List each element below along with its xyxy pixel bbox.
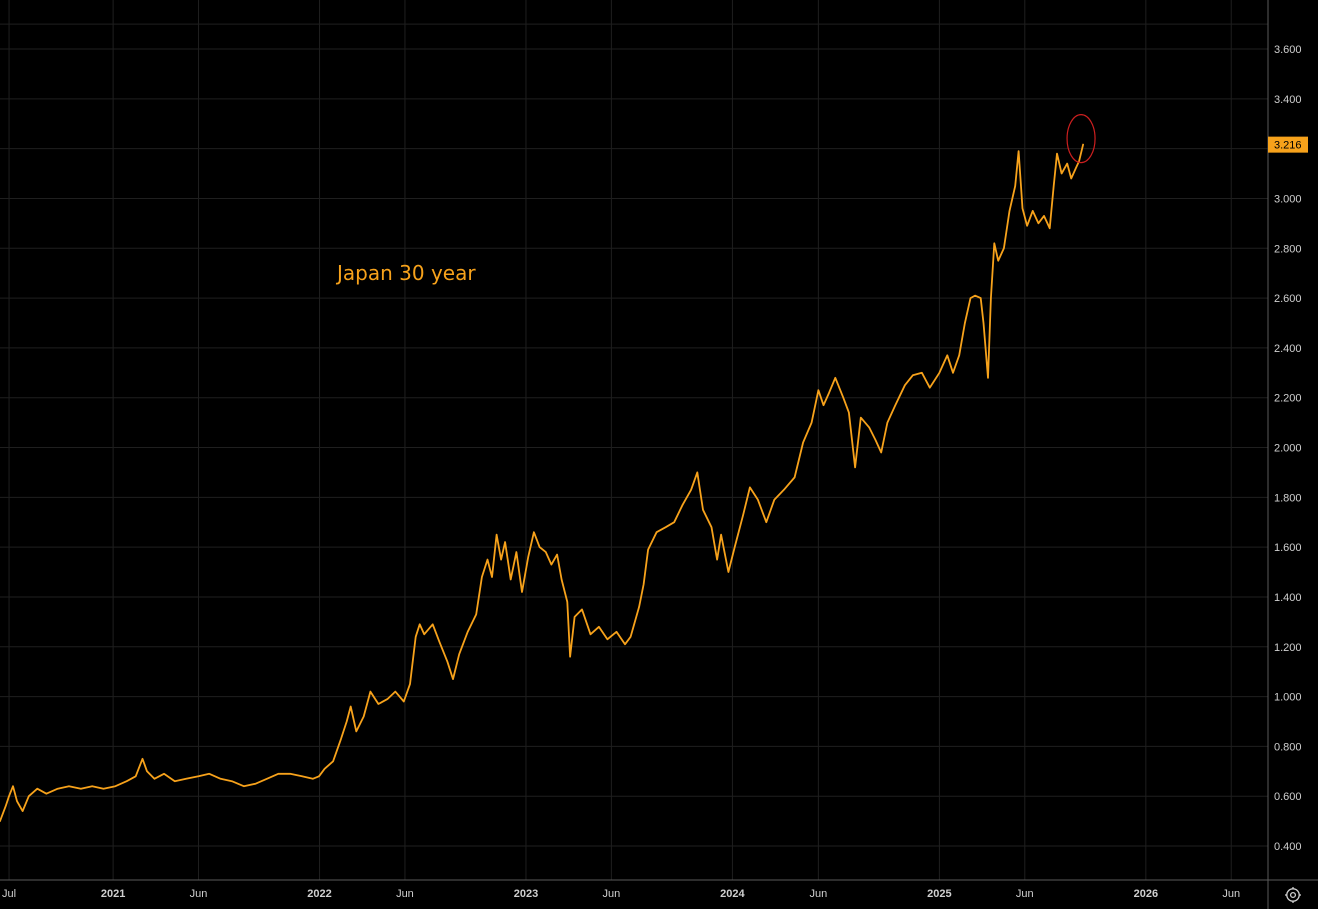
y-axis[interactable]: 0.400 0.600 0.800 1.000 1.200 1.400 1.600 1.800… <box>1267 0 1302 909</box>
y-tick-label: 2.800 <box>1274 243 1302 255</box>
x-tick-label: 2026 <box>1134 888 1158 900</box>
x-tick-label: Jun <box>1222 888 1240 900</box>
y-tick-label: 1.600 <box>1274 542 1302 554</box>
y-tick-label: 3.000 <box>1274 193 1302 205</box>
last-value-badge-text: 3.216 <box>1274 140 1302 152</box>
x-axis[interactable]: Jul 2021 Jun 2022 Jun 2023 Jun 2024 Jun 2025 Jun 20… <box>0 879 1318 900</box>
x-tick-label: Jun <box>1016 888 1034 900</box>
y-tick-label: 2.400 <box>1274 343 1302 355</box>
y-tick-label: 1.400 <box>1274 592 1302 604</box>
highlight-circle <box>1066 114 1096 164</box>
last-value-badge: 3.216 <box>1268 136 1308 153</box>
annotation-label: Japan 30 year <box>335 261 476 285</box>
y-tick-label: 1.200 <box>1274 642 1302 654</box>
annotation-layer: Japan 30 year <box>335 114 1096 285</box>
grid-layer <box>0 0 1268 880</box>
x-tick-label: 2025 <box>927 888 951 900</box>
x-tick-label: Jun <box>190 888 208 900</box>
series-layer <box>0 143 1084 822</box>
y-tick-label: 2.000 <box>1274 443 1302 455</box>
y-tick-label: 1.000 <box>1274 692 1302 704</box>
x-tick-label: Jun <box>603 888 621 900</box>
last-value-badge-bg <box>1268 136 1308 153</box>
settings-button[interactable] <box>1284 886 1302 904</box>
y-tick-label: 2.200 <box>1274 393 1302 405</box>
x-tick-label: Jul <box>2 888 16 900</box>
x-tick-label: 2024 <box>720 888 745 900</box>
y-tick-label: 0.400 <box>1274 841 1302 853</box>
x-tick-label: Jun <box>396 888 414 900</box>
settings-gear-icon <box>1285 887 1301 903</box>
x-tick-label: Jun <box>809 888 827 900</box>
y-tick-label: 3.400 <box>1274 94 1302 106</box>
y-tick-label: 2.600 <box>1274 293 1302 305</box>
y-tick-label: 0.800 <box>1274 741 1302 753</box>
x-tick-label: 2023 <box>514 888 538 900</box>
y-tick-label: 0.600 <box>1274 791 1302 803</box>
x-tick-label: 2022 <box>307 888 331 900</box>
x-tick-label: 2021 <box>101 888 125 900</box>
y-tick-label: 3.600 <box>1274 44 1302 56</box>
series-line-japan-30y[interactable] <box>0 143 1084 822</box>
y-tick-label: 1.800 <box>1274 492 1302 504</box>
